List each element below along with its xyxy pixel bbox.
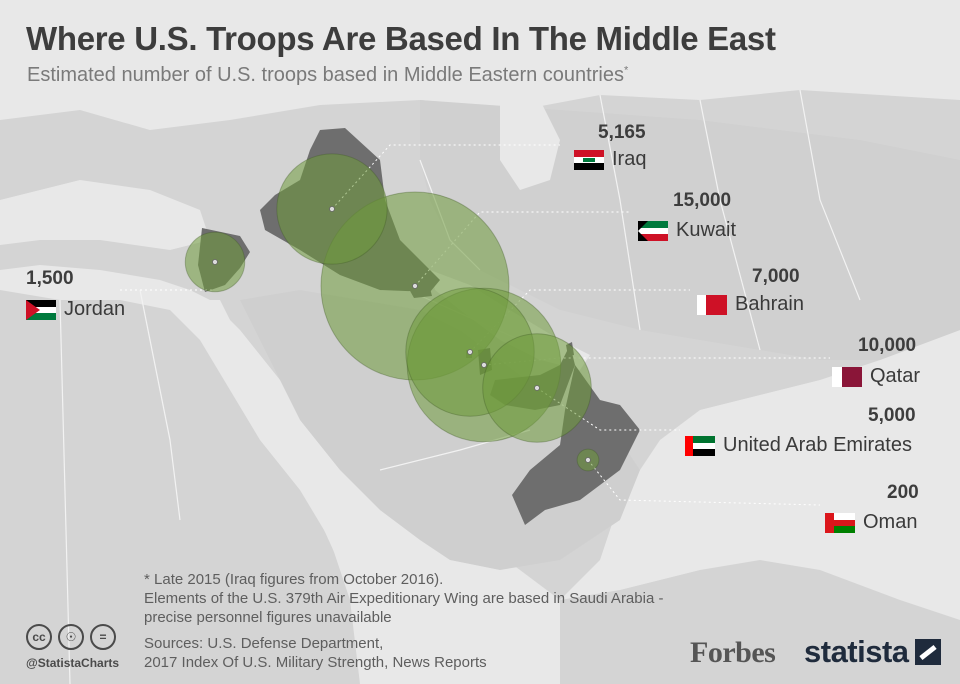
uae-name: United Arab Emirates <box>723 434 912 456</box>
iraq-label: Iraq <box>574 148 646 171</box>
oman-name: Oman <box>863 511 918 533</box>
attribution-icon: ☉ <box>58 624 84 650</box>
sources-line-2: 2017 Index Of U.S. Military Strength, Ne… <box>144 654 487 671</box>
kuwait-troop-count: 15,000 <box>673 190 732 211</box>
footnote: * Late 2015 (Iraq figures from October 2… <box>144 570 663 627</box>
jordan-name: Jordan <box>64 298 126 320</box>
qatar-flag-icon <box>832 366 862 387</box>
land-horn-africa <box>560 560 960 684</box>
jordan-label: Jordan <box>26 298 125 321</box>
jordan-flag-icon <box>26 299 56 320</box>
cc-icon: cc <box>26 624 52 650</box>
footnote-line-1: * Late 2015 (Iraq figures from October 2… <box>144 571 444 588</box>
statista-handle: @StatistaCharts <box>26 656 120 670</box>
sources-line-1: Sources: U.S. Defense Department, <box>144 635 384 652</box>
bahrain-flag-icon <box>697 294 727 315</box>
statista-wordmark: statista <box>804 634 909 669</box>
footnote-line-3: precise personnel figures unavailable <box>144 609 392 626</box>
uae-flag-icon <box>685 435 715 456</box>
subtitle-footnote-mark: * <box>623 64 629 77</box>
land-iran <box>420 100 960 360</box>
iraq-name: Iraq <box>612 148 647 170</box>
troop-bubbles <box>184 153 600 472</box>
kuwait-flag-icon <box>638 220 668 241</box>
oman-flag-icon <box>825 512 855 533</box>
oman-label: Oman <box>825 511 917 534</box>
statista-logo: statista <box>804 634 941 670</box>
base-marker-kuwait <box>412 283 418 289</box>
base-marker-bahrain <box>467 349 473 355</box>
qatar-troop-count: 10,000 <box>858 335 917 356</box>
no-derivatives-icon: = <box>90 624 116 650</box>
footnote-line-2: Elements of the U.S. 379th Air Expeditio… <box>144 590 664 607</box>
base-marker-qatar <box>481 362 487 368</box>
bahrain-label: Bahrain <box>697 293 804 316</box>
sources: Sources: U.S. Defense Department, 2017 I… <box>144 634 487 672</box>
iraq-flag-icon <box>574 149 604 170</box>
subtitle-text: Estimated number of U.S. troops based in… <box>27 64 624 86</box>
uae-troop-count: 5,000 <box>868 405 916 426</box>
page-title: Where U.S. Troops Are Based In The Middl… <box>26 20 776 57</box>
qatar-name: Qatar <box>870 365 921 387</box>
bahrain-troop-count: 7,000 <box>752 266 800 287</box>
qatar-label: Qatar <box>832 365 920 388</box>
forbes-logo: Forbes <box>690 636 776 669</box>
license-icons: cc ☉ = <box>26 624 116 650</box>
oman-shape <box>512 365 640 525</box>
kuwait-name: Kuwait <box>676 219 737 241</box>
base-marker-oman <box>585 457 591 463</box>
jordan-troop-count: 1,500 <box>26 268 74 289</box>
base-marker-iraq <box>329 206 335 212</box>
iraq-troop-count: 5,165 <box>598 122 646 143</box>
oman-troop-count: 200 <box>887 482 919 503</box>
base-marker-jordan <box>212 259 218 265</box>
kuwait-label: Kuwait <box>638 219 736 242</box>
red-sea <box>200 300 350 565</box>
base-marker-united-arab-emirates <box>534 385 540 391</box>
bahrain-name: Bahrain <box>735 293 804 315</box>
mediterranean <box>0 180 210 250</box>
uae-label: United Arab Emirates <box>685 434 912 457</box>
page-subtitle: Estimated number of U.S. troops based in… <box>27 64 628 87</box>
statista-mark-icon <box>914 639 941 665</box>
land-africa <box>0 290 360 684</box>
